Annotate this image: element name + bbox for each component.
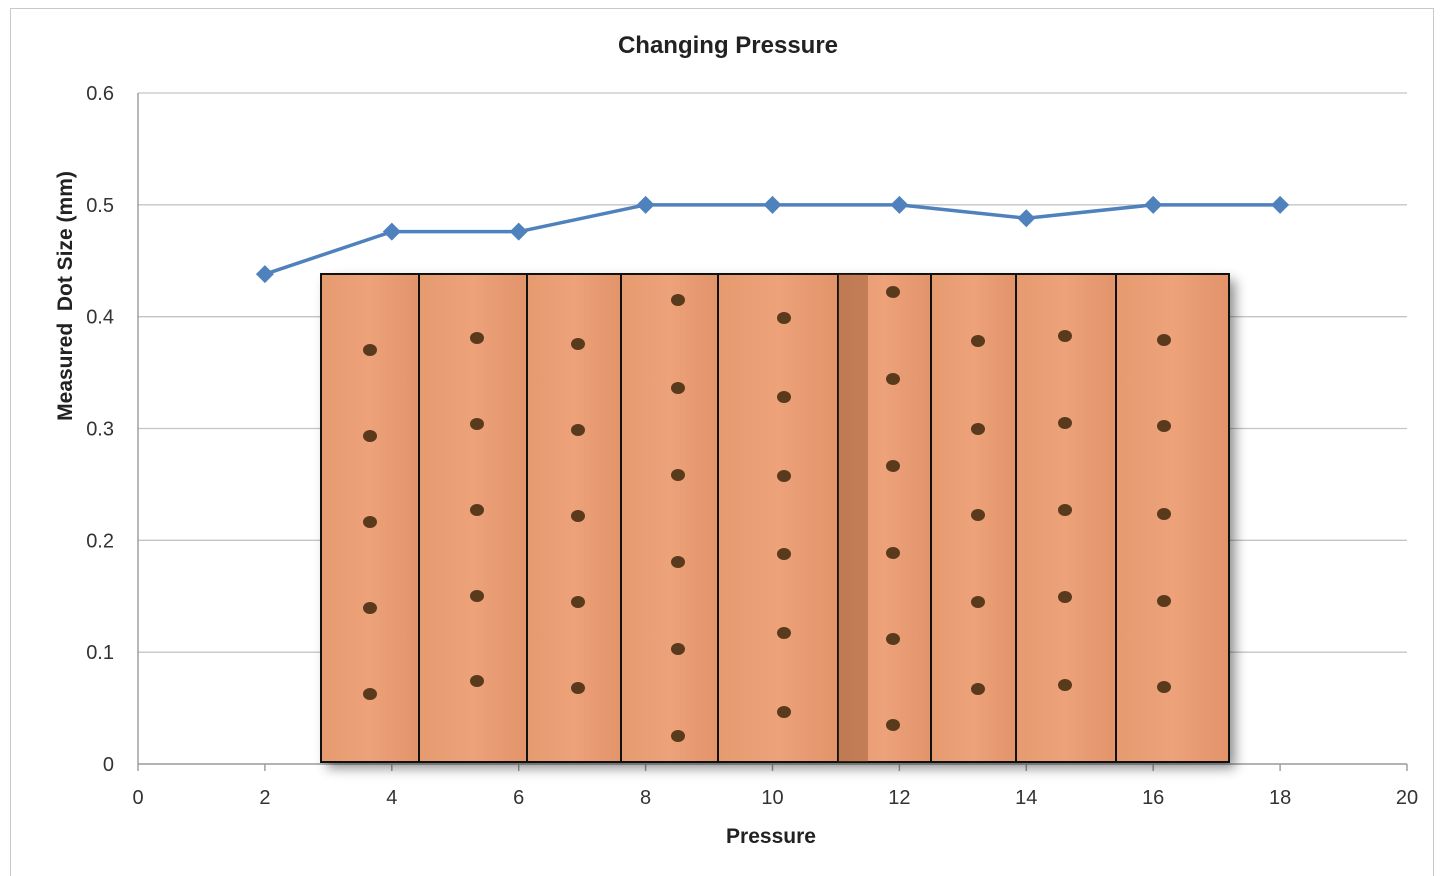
x-tick-label: 6 <box>513 787 524 809</box>
x-axis-label: Pressure <box>726 825 816 848</box>
dot-mark <box>363 688 377 700</box>
x-tick-label: 20 <box>1396 787 1418 809</box>
dot-mark <box>971 509 985 521</box>
dot-mark <box>1157 420 1171 432</box>
dot-mark <box>1058 504 1072 516</box>
dot-mark <box>1157 681 1171 693</box>
dot-mark <box>571 338 585 350</box>
dot-mark <box>671 643 685 655</box>
data-point <box>1271 195 1290 214</box>
dot-mark <box>470 504 484 516</box>
dot-mark <box>1058 591 1072 603</box>
tick-labels: 0 0.1 0.2 0.3 0.4 0.5 0.6 0 2 4 6 8 10 12 14 16 18 20 <box>86 83 1418 809</box>
data-point <box>890 195 909 214</box>
y-tick-label: 0.5 <box>86 195 114 217</box>
series-line <box>264 203 1281 276</box>
y-tick-label: 0.2 <box>86 530 114 552</box>
dot-mark <box>571 510 585 522</box>
chart-title: Changing Pressure <box>618 32 838 59</box>
wood-strip <box>717 273 839 763</box>
x-tick-label: 4 <box>386 787 397 809</box>
dot-mark <box>1058 330 1072 342</box>
dot-mark <box>363 602 377 614</box>
dot-mark <box>363 430 377 442</box>
y-tick-label: 0.6 <box>86 83 114 105</box>
dot-mark <box>363 516 377 528</box>
data-point <box>1144 195 1163 214</box>
dot-mark <box>886 286 900 298</box>
x-tick-label: 16 <box>1142 787 1164 809</box>
x-tick-label: 2 <box>259 787 270 809</box>
dot-mark <box>971 423 985 435</box>
dot-mark <box>470 332 484 344</box>
dot-mark <box>777 470 791 482</box>
dot-mark <box>777 391 791 403</box>
data-point <box>255 265 274 284</box>
dot-mark <box>971 683 985 695</box>
dot-mark <box>363 344 377 356</box>
dot-mark <box>470 675 484 687</box>
data-point <box>763 195 782 214</box>
dot-mark <box>671 730 685 742</box>
dot-mark <box>886 460 900 472</box>
dot-mark <box>1058 679 1072 691</box>
wood-strip <box>1115 273 1230 763</box>
x-tick-label: 12 <box>888 787 910 809</box>
data-point <box>636 195 655 214</box>
axes <box>137 93 1408 771</box>
dot-mark <box>671 294 685 306</box>
dot-mark <box>1157 334 1171 346</box>
data-point <box>382 222 401 241</box>
dot-mark <box>571 682 585 694</box>
dot-mark <box>886 633 900 645</box>
x-tick-label: 14 <box>1015 787 1037 809</box>
x-tick-label: 10 <box>761 787 783 809</box>
strip-shading <box>838 274 868 762</box>
dot-mark <box>470 418 484 430</box>
dot-mark <box>886 373 900 385</box>
dot-mark <box>671 382 685 394</box>
dot-mark <box>571 424 585 436</box>
dot-mark <box>671 469 685 481</box>
data-point <box>509 222 528 241</box>
y-axis-label: Measured Dot Size (mm) <box>54 171 77 421</box>
dot-mark <box>886 719 900 731</box>
y-tick-label: 0 <box>103 754 114 776</box>
dot-mark <box>777 548 791 560</box>
series-layer <box>255 195 1290 284</box>
wood-strip <box>418 273 528 763</box>
y-tick-label: 0.3 <box>86 419 114 441</box>
dot-mark <box>886 547 900 559</box>
wood-strip <box>526 273 622 763</box>
wood-strip <box>620 273 719 763</box>
y-tick-label: 0.1 <box>86 642 114 664</box>
x-tick-label: 8 <box>640 787 651 809</box>
x-tick-label: 18 <box>1269 787 1291 809</box>
y-tick-label: 0.4 <box>86 307 114 329</box>
dot-mark <box>971 596 985 608</box>
dot-mark <box>571 596 585 608</box>
x-tick-label: 0 <box>132 787 143 809</box>
dot-mark <box>470 590 484 602</box>
dot-mark <box>1157 508 1171 520</box>
dot-mark <box>777 706 791 718</box>
inset-photo <box>320 273 1230 763</box>
dot-mark <box>777 627 791 639</box>
dot-mark <box>971 335 985 347</box>
wood-strip <box>837 273 932 763</box>
dot-mark <box>671 556 685 568</box>
dot-mark <box>1058 417 1072 429</box>
dot-mark <box>1157 595 1171 607</box>
dot-mark <box>777 312 791 324</box>
data-point <box>1017 209 1036 228</box>
